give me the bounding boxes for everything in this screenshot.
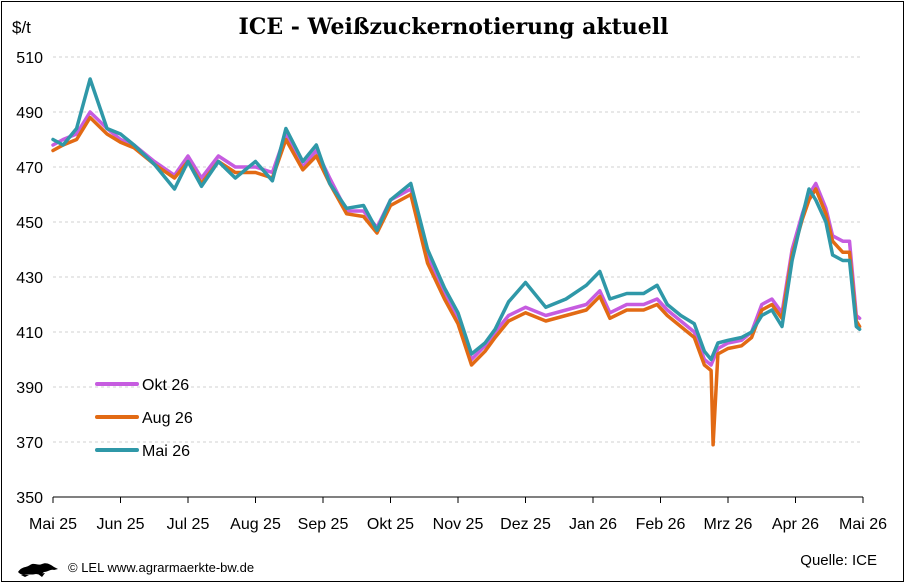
- series-line-mai-26: [51, 77, 862, 362]
- x-tick-label-0: Mai 25: [29, 516, 77, 533]
- y-tick-label-450: 450: [16, 215, 43, 232]
- axis-layer: 350 370 390 410 430 450 470 490 510 Mai 25 Jun 25 J…: [16, 50, 887, 533]
- y-tick-label-470: 470: [16, 160, 43, 177]
- legend-label-1: Aug 26: [142, 410, 193, 427]
- y-tick-label-510: 510: [16, 50, 43, 67]
- y-axis-unit-label: $/t: [12, 18, 31, 37]
- y-tick-label-350: 350: [16, 490, 43, 507]
- y-tick-label-490: 490: [16, 105, 43, 122]
- x-tick-label-2: Jul 25: [167, 516, 210, 533]
- lion-logo-icon: [18, 563, 58, 577]
- x-tick-label-11: Apr 26: [772, 516, 819, 533]
- legend-layer: Okt 26 Aug 26 Mai 26: [95, 377, 193, 460]
- grid-layer: [53, 56, 863, 443]
- series-line-okt-26: [51, 110, 862, 367]
- x-tick-label-9: Feb 26: [636, 516, 686, 533]
- y-tick-label-370: 370: [16, 435, 43, 452]
- x-tick-label-5: Okt 25: [367, 516, 414, 533]
- y-tick-label-430: 430: [16, 270, 43, 287]
- copyright-text: © LEL www.agrarmaerkte-bw.de: [68, 560, 255, 575]
- x-tick-label-12: Mai 26: [839, 516, 887, 533]
- legend-label-0: Okt 26: [142, 377, 189, 394]
- source-text: Quelle: ICE: [800, 552, 877, 569]
- y-tick-label-390: 390: [16, 380, 43, 397]
- x-tick-label-4: Sep 25: [298, 516, 349, 533]
- x-tick-label-7: Dez 25: [500, 516, 551, 533]
- series-layer: [51, 77, 862, 447]
- x-tick-label-8: Jan 26: [569, 516, 617, 533]
- legend-label-2: Mai 26: [142, 443, 190, 460]
- chart-title: ICE - Weißzuckernotierung aktuell: [238, 14, 669, 40]
- y-tick-label-410: 410: [16, 325, 43, 342]
- x-tick-label-10: Mrz 26: [704, 516, 753, 533]
- x-tick-label-6: Nov 25: [433, 516, 484, 533]
- x-tick-label-1: Jun 25: [96, 516, 144, 533]
- x-tick-label-3: Aug 25: [230, 516, 281, 533]
